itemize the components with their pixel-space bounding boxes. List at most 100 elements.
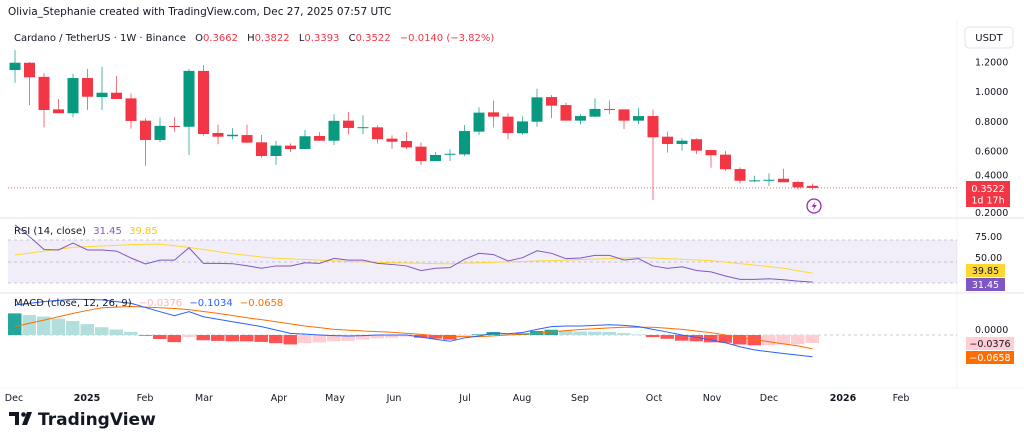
currency-label: USDT: [975, 33, 1003, 44]
candle-body: [241, 135, 253, 143]
rsi-axis-value: 31.45: [972, 280, 999, 291]
macd-histogram-bar: [704, 335, 718, 343]
rsi-ma-axis-label: 39.85: [972, 266, 999, 277]
candle-body: [140, 120, 151, 140]
time-axis-label: Dec: [5, 393, 23, 404]
candle: [531, 88, 543, 127]
macd-histogram-bar: [327, 335, 341, 342]
bar-countdown: 1d 17h: [971, 196, 1004, 207]
candle: [169, 116, 180, 132]
macd-histogram-bar: [399, 335, 413, 337]
candle: [154, 117, 166, 143]
macd-histogram-bar: [153, 335, 167, 339]
macd-histogram-bar: [196, 335, 210, 341]
macd-histogram-bar: [646, 335, 660, 338]
candle-body: [328, 120, 340, 141]
candle: [299, 130, 311, 150]
last-price-value: 0.3522: [971, 184, 1004, 195]
macd-histogram-bar: [80, 324, 94, 335]
author-watermark: Olivia_Stephanie created with TradingVie…: [8, 6, 391, 18]
candle-body: [705, 150, 717, 156]
macd-histogram-bar: [573, 331, 587, 335]
macd-histogram-bar: [8, 313, 22, 335]
candle-body: [560, 105, 572, 121]
candle-body: [67, 78, 79, 114]
last-price-label: 0.3522 1d 17h: [966, 181, 1010, 207]
candle: [212, 124, 224, 145]
time-axis-label: Feb: [137, 393, 154, 404]
price-axis-label: 0.6000: [975, 147, 1008, 158]
open-value: 0.3662: [203, 33, 238, 44]
candle: [488, 100, 499, 128]
candle-body: [444, 153, 456, 155]
rsi-value: 31.45: [93, 226, 122, 237]
candle: [647, 109, 659, 201]
rsi-ma-value: 39.85: [129, 226, 158, 237]
candle: [111, 75, 122, 99]
candle: [357, 115, 369, 135]
time-axis-label: Jul: [458, 393, 470, 404]
symbol-title: Cardano / TetherUS · 1W · Binance: [14, 33, 186, 44]
price-axis[interactable]: 1.2000 1.0000 0.8000 0.6000 0.4000 0.2000: [975, 58, 1008, 220]
price-axis-label: 0.2000: [975, 208, 1008, 219]
time-axis-label: 2026: [830, 393, 857, 404]
candle: [720, 151, 731, 171]
candle: [140, 118, 151, 166]
price-axis-label: 1.2000: [975, 58, 1008, 69]
macd-histogram-bar: [138, 335, 152, 336]
tradingview-logo[interactable]: TradingView: [9, 410, 156, 430]
time-axis-label: May: [325, 393, 345, 404]
price-axis-label: 0.8000: [975, 117, 1008, 128]
time-axis-label: Feb: [893, 393, 910, 404]
rsi-line: [14, 224, 813, 283]
macd-histogram-bar: [283, 335, 297, 345]
candle-body: [662, 136, 673, 144]
candle: [734, 167, 746, 184]
change-value: −0.0140 (−3.82%): [400, 33, 495, 44]
candle-body: [633, 116, 644, 121]
candle-body: [24, 62, 35, 78]
macd-histogram-bar: [501, 333, 515, 335]
low-value: 0.3393: [304, 33, 339, 44]
candle: [38, 73, 50, 128]
candle-body: [459, 131, 470, 155]
candle: [444, 149, 456, 162]
macd-histogram-bar: [298, 335, 312, 344]
time-axis-label: Nov: [703, 393, 722, 404]
candle: [705, 149, 717, 168]
candle-body: [589, 108, 601, 117]
candle-body: [792, 181, 804, 188]
candle-body: [299, 136, 311, 150]
macd-signal-line: [14, 305, 813, 350]
macd-histogram-bar: [66, 320, 80, 335]
candle-body: [285, 145, 296, 150]
candle-body: [9, 62, 21, 71]
macd-axis-label: 0.0000: [975, 325, 1008, 336]
candle-body: [676, 140, 688, 144]
candle: [270, 140, 282, 166]
lightning-icon[interactable]: [806, 198, 822, 214]
candle: [24, 62, 35, 106]
macd-histogram-bar: [762, 335, 776, 346]
candle-body: [488, 112, 499, 117]
candle-body: [575, 116, 586, 121]
macd-line: [14, 298, 813, 358]
time-axis-label: Sep: [571, 393, 589, 404]
currency-button[interactable]: USDT: [964, 26, 1014, 49]
candle-body: [531, 97, 543, 122]
candle: [328, 114, 340, 146]
time-axis-label: 2025: [74, 393, 100, 404]
candle-body: [183, 70, 195, 127]
macd-histogram-bar: [588, 331, 602, 335]
candle: [256, 135, 267, 158]
candle-body: [372, 127, 383, 140]
close-value: 0.3522: [356, 33, 391, 44]
macd-histogram-bar: [341, 335, 355, 341]
macd-histogram-bar: [182, 335, 196, 338]
macd-histogram-bar: [791, 335, 805, 345]
time-axis[interactable]: Dec 2025 Feb Mar Apr May Jun Jul Aug Sep Oct Nov Dec…: [5, 393, 910, 404]
macd-histogram-bar: [51, 318, 65, 335]
macd-histogram-bar: [486, 332, 500, 335]
macd-histogram-axis-value: −0.0376: [969, 339, 1010, 350]
